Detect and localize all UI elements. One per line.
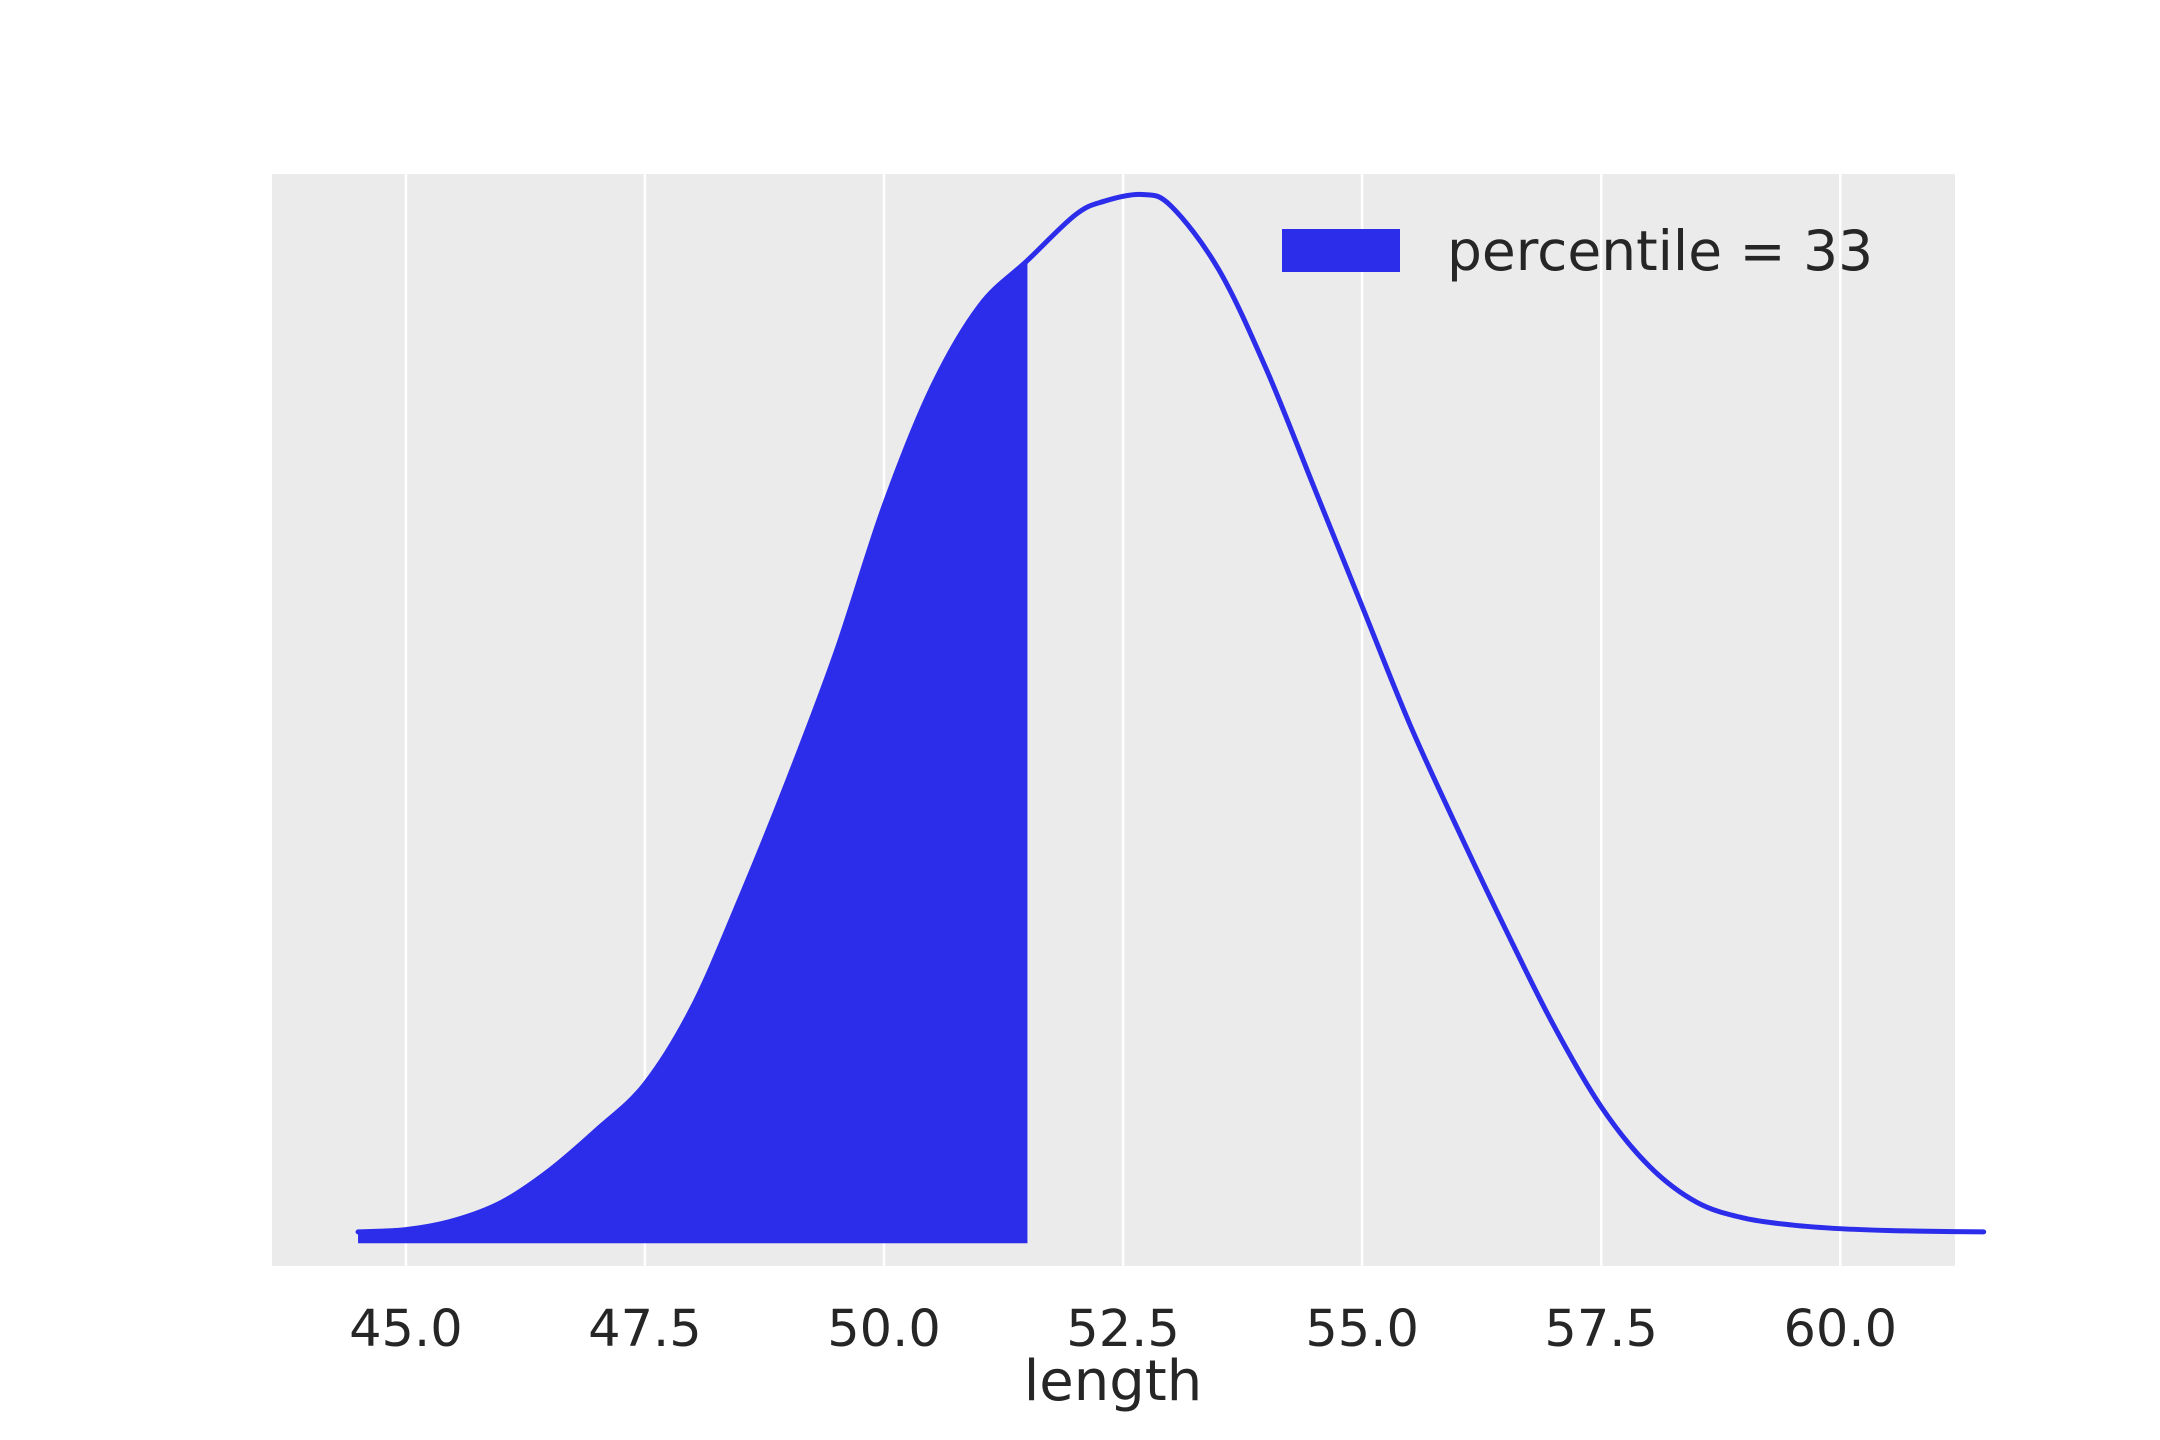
x-tick-label: 55.0	[1305, 1300, 1419, 1359]
x-tick-label: 57.5	[1544, 1300, 1658, 1359]
x-tick-label: 50.0	[827, 1300, 941, 1359]
x-tick-label: 45.0	[349, 1300, 463, 1359]
x-tick-label: 52.5	[1066, 1300, 1180, 1359]
x-tick-label: 47.5	[588, 1300, 702, 1359]
density-line-layer	[355, 191, 1987, 1235]
plot-background	[272, 174, 1955, 1266]
shaded-area-layer	[358, 260, 1028, 1244]
x-tick-label: 60.0	[1783, 1300, 1897, 1359]
shaded-area	[358, 260, 1028, 1244]
x-tick-labels: 45.0 47.5 50.0 52.5 55.0 57.5 60.0	[349, 1300, 1897, 1359]
legend-label: percentile = 33	[1447, 219, 1873, 283]
legend: percentile = 33	[1282, 219, 1873, 283]
density-line	[355, 191, 1987, 1235]
x-axis-label: length	[1024, 1349, 1203, 1414]
legend-swatch	[1282, 229, 1400, 272]
